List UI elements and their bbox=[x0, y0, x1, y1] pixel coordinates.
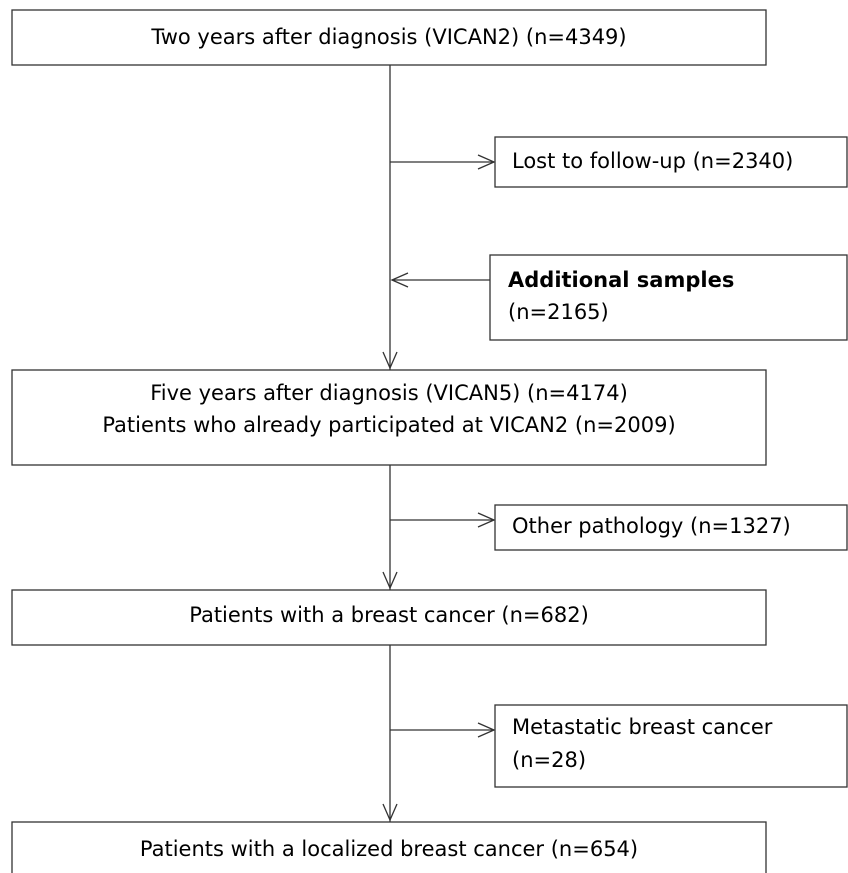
box bbox=[494, 704, 848, 788]
box bbox=[11, 9, 767, 66]
arrowhead bbox=[382, 571, 398, 590]
box bbox=[11, 589, 767, 646]
box-text: Patients with a breast cancer (n=682) bbox=[189, 603, 589, 627]
box bbox=[11, 821, 767, 873]
box-text: Lost to follow-up (n=2340) bbox=[512, 149, 793, 173]
box-title: Additional samples bbox=[508, 268, 734, 292]
box-text: (n=2165) bbox=[508, 300, 609, 324]
box-text: Metastatic breast cancer bbox=[512, 715, 773, 739]
arrowhead bbox=[390, 272, 409, 288]
arrowhead bbox=[382, 351, 398, 370]
arrowhead bbox=[477, 722, 496, 738]
arrowhead bbox=[477, 154, 496, 170]
box-text: (n=28) bbox=[512, 748, 586, 772]
box-text: Other pathology (n=1327) bbox=[512, 514, 791, 538]
box-text: Two years after diagnosis (VICAN2) (n=43… bbox=[150, 25, 626, 49]
arrowhead bbox=[477, 512, 496, 528]
box-text: Five years after diagnosis (VICAN5) (n=4… bbox=[150, 381, 628, 405]
box-text: Patients with a localized breast cancer … bbox=[140, 837, 638, 861]
arrowhead bbox=[382, 803, 398, 822]
box bbox=[11, 369, 767, 466]
box bbox=[489, 254, 848, 341]
box-text: Patients who already participated at VIC… bbox=[102, 413, 675, 437]
box bbox=[494, 136, 848, 188]
box bbox=[494, 504, 848, 551]
